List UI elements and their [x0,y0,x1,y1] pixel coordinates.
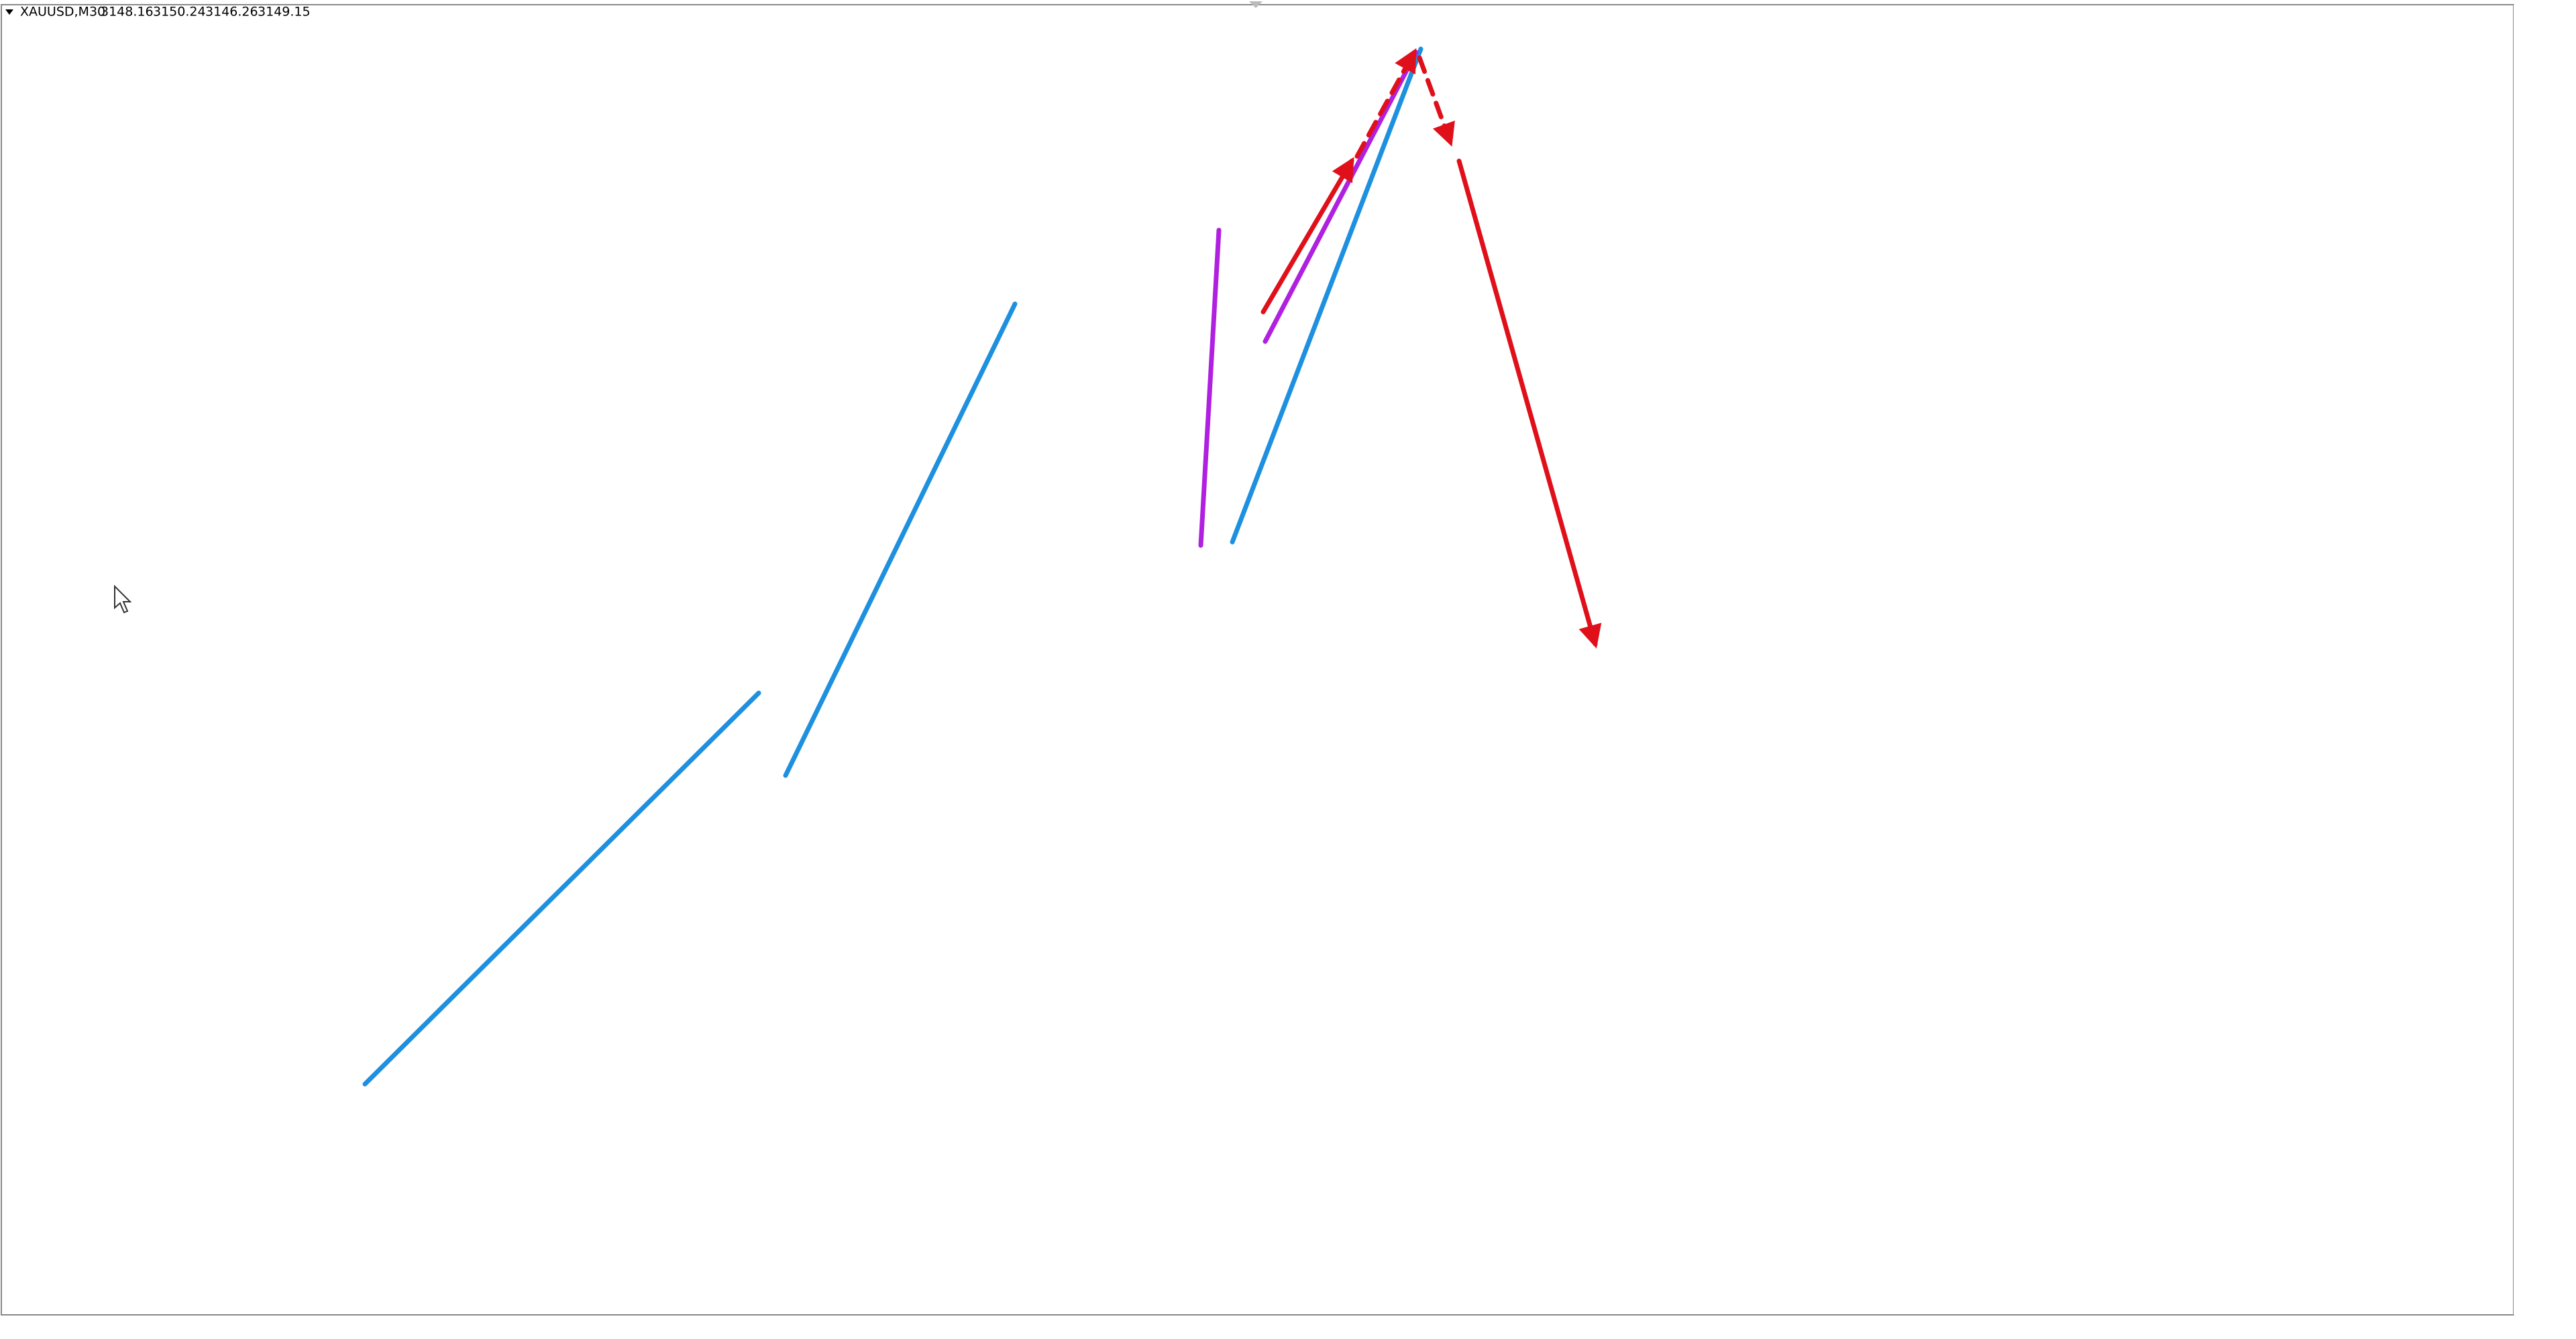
open: 3148.16 [101,5,154,19]
arrow [1354,48,1417,159]
arrow [1417,55,1455,147]
menu-icon [5,9,13,15]
close: 3149.15 [258,5,311,19]
mouse-cursor [114,584,132,614]
high: 3150.24 [153,5,206,19]
drawings [362,46,1602,1087]
symbol: XAUUSD,M30 [20,5,105,19]
arrow [1456,158,1602,649]
trend-line [783,301,1018,778]
arrow [1260,156,1354,315]
trend-line [362,690,761,1087]
price-axis [2514,5,2576,1315]
scroll-marker [1249,1,1263,8]
trend-line [1198,227,1222,548]
trend-line [1263,50,1419,344]
trend-line [1230,46,1424,545]
low: 3146.26 [205,5,258,19]
